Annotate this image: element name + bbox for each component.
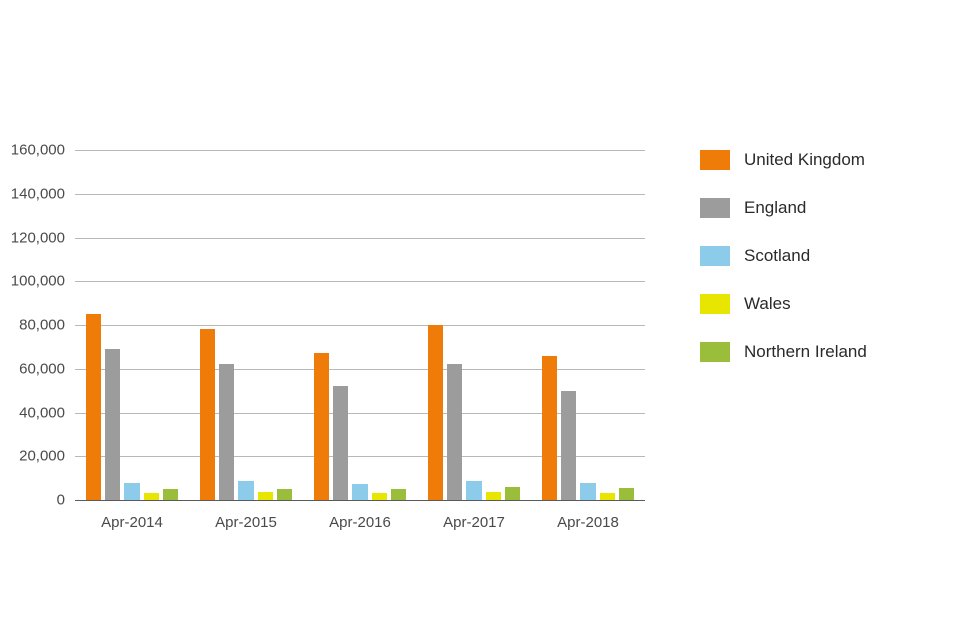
chart-container: 0 20,000 40,000 60,000 80,000 100,000 120,000 1…: [0, 0, 960, 640]
bar: [466, 481, 481, 500]
gridline: [75, 456, 645, 457]
y-tick-label: 80,000: [0, 317, 65, 334]
legend-swatch: [700, 342, 730, 362]
legend-item: Northern Ireland: [700, 342, 867, 362]
gridline: [75, 238, 645, 239]
y-tick-label: 140,000: [0, 185, 65, 202]
legend-swatch: [700, 246, 730, 266]
legend-item: Wales: [700, 294, 867, 314]
legend-item: Scotland: [700, 246, 867, 266]
gridline: [75, 194, 645, 195]
legend-label: England: [744, 198, 806, 218]
legend-swatch: [700, 150, 730, 170]
legend-swatch: [700, 294, 730, 314]
gridline: [75, 150, 645, 151]
bar: [428, 325, 443, 500]
bar: [238, 481, 253, 500]
bar: [619, 488, 634, 500]
bar: [200, 329, 215, 500]
bar: [505, 487, 520, 500]
bar: [333, 386, 348, 500]
bar: [314, 353, 329, 500]
bar: [372, 493, 387, 500]
gridline: [75, 325, 645, 326]
x-tick-label: Apr-2016: [329, 514, 391, 531]
bar: [391, 489, 406, 500]
bar: [561, 391, 576, 500]
bar: [486, 492, 501, 500]
legend-item: England: [700, 198, 867, 218]
legend-item: United Kingdom: [700, 150, 867, 170]
bar: [580, 483, 595, 501]
legend-label: Northern Ireland: [744, 342, 867, 362]
y-tick-label: 160,000: [0, 142, 65, 159]
bar: [144, 493, 159, 500]
bar: [124, 483, 139, 501]
bar: [219, 364, 234, 500]
plot-area: [75, 150, 645, 500]
bar: [86, 314, 101, 500]
bar: [542, 356, 557, 500]
legend-swatch: [700, 198, 730, 218]
y-tick-label: 40,000: [0, 404, 65, 421]
y-tick-label: 20,000: [0, 448, 65, 465]
x-tick-label: Apr-2014: [101, 514, 163, 531]
y-tick-label: 120,000: [0, 229, 65, 246]
legend-label: Scotland: [744, 246, 810, 266]
bar: [352, 484, 367, 500]
bar: [258, 492, 273, 500]
y-tick-label: 60,000: [0, 360, 65, 377]
bar: [277, 489, 292, 500]
x-tick-label: Apr-2017: [443, 514, 505, 531]
y-tick-label: 100,000: [0, 273, 65, 290]
gridline: [75, 413, 645, 414]
legend-label: Wales: [744, 294, 791, 314]
y-tick-label: 0: [0, 492, 65, 509]
bar: [163, 489, 178, 500]
bar: [105, 349, 120, 500]
legend: United Kingdom England Scotland Wales Northe…: [700, 150, 867, 390]
bar: [447, 364, 462, 500]
gridline: [75, 369, 645, 370]
gridline: [75, 281, 645, 282]
gridline: [75, 500, 645, 501]
x-tick-label: Apr-2015: [215, 514, 277, 531]
bar: [600, 493, 615, 500]
x-tick-label: Apr-2018: [557, 514, 619, 531]
legend-label: United Kingdom: [744, 150, 865, 170]
